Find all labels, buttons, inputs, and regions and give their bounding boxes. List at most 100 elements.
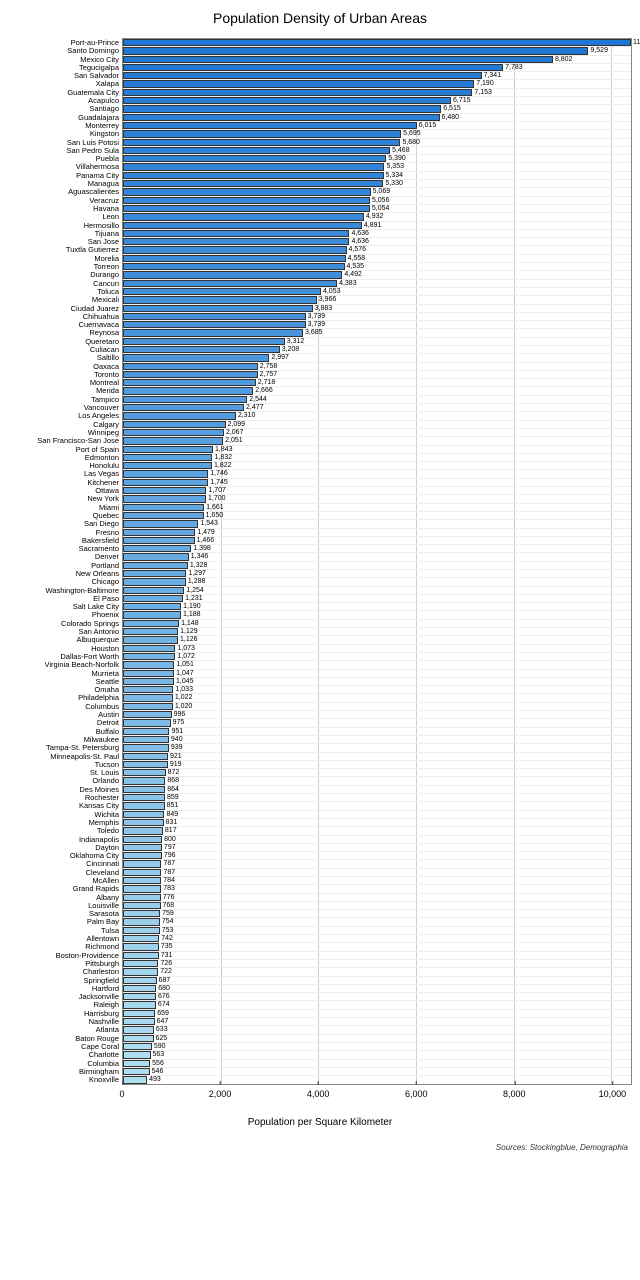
bar-row: Tulsa753 bbox=[123, 927, 631, 935]
bar-row: San Luis Potosi5,680 bbox=[123, 139, 631, 147]
bar-value-label: 1,466 bbox=[195, 537, 215, 545]
bar-value-label: 868 bbox=[165, 777, 179, 785]
bar-fill bbox=[123, 446, 213, 453]
bar-row: Hermosillo4,891 bbox=[123, 222, 631, 230]
bar-value-label: 680 bbox=[156, 985, 170, 993]
bar-value-label: 6,715 bbox=[451, 97, 471, 105]
bar-value-label: 759 bbox=[160, 910, 174, 918]
bar-row: Sarasota759 bbox=[123, 910, 631, 918]
bar-row: St. Louis872 bbox=[123, 769, 631, 777]
bar-fill bbox=[123, 429, 224, 436]
bar-fill bbox=[123, 255, 346, 262]
bar-value-label: 4,932 bbox=[364, 213, 384, 221]
bar-fill bbox=[123, 139, 400, 146]
bar-value-label: 647 bbox=[155, 1018, 169, 1026]
bar-fill bbox=[123, 230, 349, 237]
bar-row: Portland1,328 bbox=[123, 562, 631, 570]
bar-row: Grand Rapids783 bbox=[123, 885, 631, 893]
bar-value-label: 7,783 bbox=[503, 64, 523, 72]
bar-value-label: 1,190 bbox=[181, 603, 201, 611]
bar-fill bbox=[123, 620, 179, 627]
bar-fill bbox=[123, 114, 440, 121]
bar-value-label: 8,802 bbox=[553, 56, 573, 64]
bar-value-label: 1,661 bbox=[204, 504, 224, 512]
bar-fill bbox=[123, 844, 162, 851]
bar-value-label: 1,254 bbox=[184, 587, 204, 595]
bar-value-label: 1,288 bbox=[186, 578, 206, 586]
bar-fill bbox=[123, 512, 204, 519]
bar-row: Cape Coral590 bbox=[123, 1043, 631, 1051]
bar-value-label: 1,746 bbox=[208, 470, 228, 478]
bar-row: Palm Bay754 bbox=[123, 918, 631, 926]
bar-value-label: 859 bbox=[165, 794, 179, 802]
bar-value-label: 1,188 bbox=[181, 611, 201, 619]
bar-fill bbox=[123, 1035, 154, 1042]
bar-value-label: 625 bbox=[154, 1035, 168, 1043]
bar-value-label: 3,739 bbox=[306, 313, 326, 321]
bar-row: Kingston5,695 bbox=[123, 130, 631, 138]
bar-fill bbox=[123, 487, 206, 494]
bar-value-label: 2,757 bbox=[258, 371, 278, 379]
bar-row: Austin996 bbox=[123, 711, 631, 719]
bar-value-label: 768 bbox=[161, 902, 175, 910]
bar-fill bbox=[123, 753, 168, 760]
bar-value-label: 722 bbox=[158, 968, 172, 976]
bar-fill bbox=[123, 736, 169, 743]
bar-row: New York1,700 bbox=[123, 495, 631, 503]
bar-row: Chicago1,288 bbox=[123, 578, 631, 586]
bar-value-label: 687 bbox=[157, 977, 171, 985]
bar-row: Aguascalientes5,069 bbox=[123, 188, 631, 196]
bar-value-label: 4,636 bbox=[349, 238, 369, 246]
bar-row: Tuxtla Gutierrez4,576 bbox=[123, 246, 631, 254]
bar-value-label: 1,346 bbox=[189, 553, 209, 561]
bar-row: Edmonton1,832 bbox=[123, 454, 631, 462]
bar-row: Dallas-Fort Worth1,072 bbox=[123, 653, 631, 661]
bar-row: Las Vegas1,746 bbox=[123, 470, 631, 478]
bar-row: Reynosa3,685 bbox=[123, 329, 631, 337]
bar-row: Memphis831 bbox=[123, 819, 631, 827]
bar-row: Atlanta633 bbox=[123, 1026, 631, 1034]
x-tick: 10,000 bbox=[599, 1085, 627, 1099]
bar-fill bbox=[123, 387, 253, 394]
bar-fill bbox=[123, 354, 269, 361]
bar-value-label: 800 bbox=[162, 836, 176, 844]
bar-row: Buffalo951 bbox=[123, 728, 631, 736]
bar-fill bbox=[123, 238, 349, 245]
bar-fill bbox=[123, 47, 588, 54]
bar-fill bbox=[123, 271, 342, 278]
bar-fill bbox=[123, 321, 306, 328]
bar-row: Kansas City851 bbox=[123, 802, 631, 810]
bar-fill bbox=[123, 562, 188, 569]
bar-fill bbox=[123, 371, 258, 378]
bar-row: Washington-Baltimore1,254 bbox=[123, 587, 631, 595]
bar-fill bbox=[123, 56, 553, 63]
bar-row: Charleston722 bbox=[123, 968, 631, 976]
bar-row: Mexicali3,966 bbox=[123, 296, 631, 304]
bar-row: Acapulco6,715 bbox=[123, 97, 631, 105]
bar-row: Guatemala City7,153 bbox=[123, 89, 631, 97]
bar-fill bbox=[123, 305, 313, 312]
bar-row: Chihuahua3,739 bbox=[123, 313, 631, 321]
bar-value-label: 797 bbox=[162, 844, 176, 852]
bar-fill bbox=[123, 246, 347, 253]
bar-row: Villahermosa5,353 bbox=[123, 163, 631, 171]
bar-row: Miami1,661 bbox=[123, 504, 631, 512]
bar-row: Cleveland787 bbox=[123, 869, 631, 877]
bar-row: Veracruz5,056 bbox=[123, 197, 631, 205]
bar-fill bbox=[123, 603, 181, 610]
bar-row: Culiacan3,208 bbox=[123, 346, 631, 354]
bar-value-label: 1,072 bbox=[175, 653, 195, 661]
bar-row: Orlando868 bbox=[123, 777, 631, 785]
bar-fill bbox=[123, 412, 236, 419]
bar-fill bbox=[123, 1076, 147, 1084]
bar-value-label: 1,051 bbox=[174, 661, 194, 669]
bar-row: Raleigh674 bbox=[123, 1001, 631, 1009]
bar-row: Detroit975 bbox=[123, 719, 631, 727]
bar-fill bbox=[123, 346, 280, 353]
bar-row: Tampa-St. Petersburg939 bbox=[123, 744, 631, 752]
bar-row: Winnipeg2,067 bbox=[123, 429, 631, 437]
bar-value-label: 590 bbox=[152, 1043, 166, 1051]
bar-value-label: 939 bbox=[169, 744, 183, 752]
bar-row: Vancouver2,477 bbox=[123, 404, 631, 412]
bar-value-label: 742 bbox=[159, 935, 173, 943]
